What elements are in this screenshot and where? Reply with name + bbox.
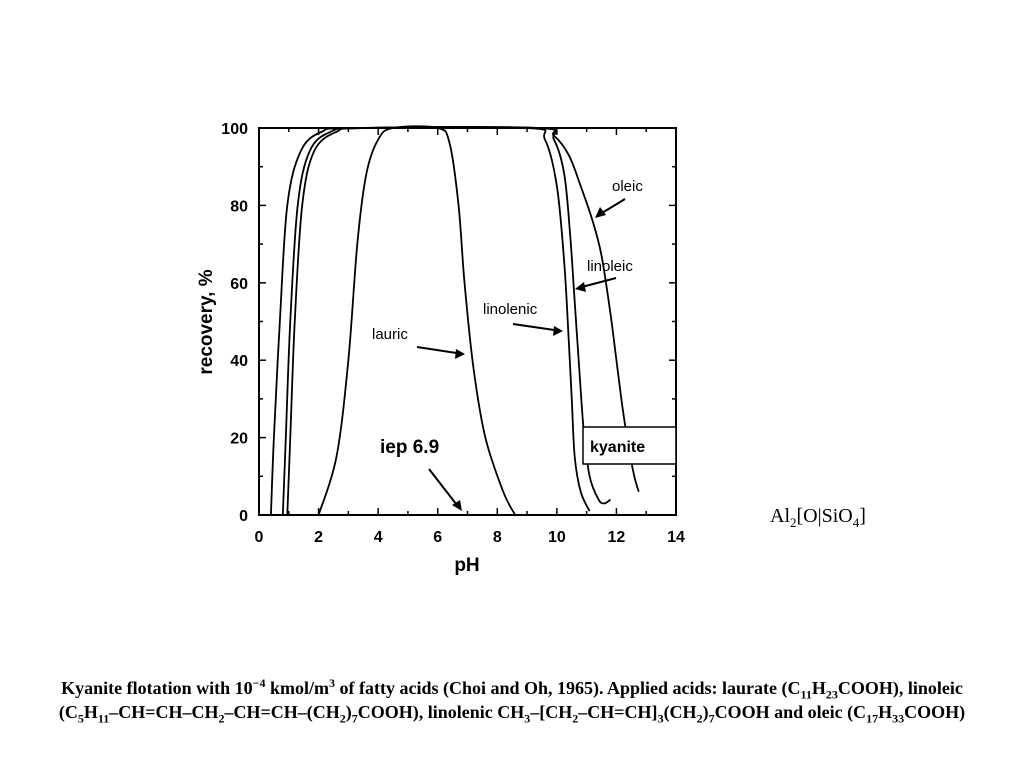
y-axis-label: recovery, %: [196, 269, 217, 374]
x-tick-label: 2: [314, 529, 323, 546]
arrow-lauric: [416, 346, 464, 355]
arrowhead-lauric: [455, 349, 465, 359]
series-line-linoleic: [286, 126, 612, 516]
arrow-linolenic: [512, 323, 562, 332]
kyanite-label: kyanite: [590, 439, 645, 456]
arrowhead-oleic: [595, 207, 606, 218]
arrow-iep: [428, 468, 461, 510]
kyanite-box: [582, 426, 677, 465]
y-tick-label: 0: [239, 508, 248, 525]
series-line-oleic: [270, 126, 640, 516]
annotation-lauric: lauric: [372, 326, 408, 343]
x-axis-label: pH: [454, 555, 479, 576]
annotation-oleic: oleic: [612, 178, 643, 195]
x-tick-label: 12: [608, 529, 626, 546]
y-tick-label: 40: [230, 353, 248, 370]
annotation-linoleic: linoleic: [587, 258, 633, 275]
x-tick-label: 4: [374, 529, 383, 546]
y-tick-label: 20: [230, 431, 248, 448]
x-tick-label: 10: [548, 529, 566, 546]
flotation-chart: 0 2 4 6 8 10 12 14 0 20 40 60 80 100 recovery, % pH o…: [196, 121, 685, 576]
figure-caption: Kyanite flotation with 10−4 kmol/m3 of f…: [58, 676, 966, 726]
annotation-linolenic: linolenic: [483, 301, 538, 318]
x-tick-label: 0: [255, 529, 264, 546]
arrowhead-iep: [452, 500, 462, 511]
x-tick-label: 8: [493, 529, 502, 546]
annotation-iep: iep 6.9: [380, 437, 439, 458]
arrowhead-linoleic: [575, 282, 586, 292]
x-tick-label: 14: [667, 529, 685, 546]
y-tick-label: 80: [230, 198, 248, 215]
y-tick-label: 60: [230, 276, 248, 293]
arrowhead-linolenic: [553, 326, 563, 336]
kyanite-formula: Al2[O|SiO4]: [770, 505, 866, 530]
x-tick-label: 6: [433, 529, 442, 546]
ticks-layer: 0 2 4 6 8 10 12 14 0 20 40 60 80 100: [221, 121, 685, 546]
y-tick-label: 100: [221, 121, 248, 138]
